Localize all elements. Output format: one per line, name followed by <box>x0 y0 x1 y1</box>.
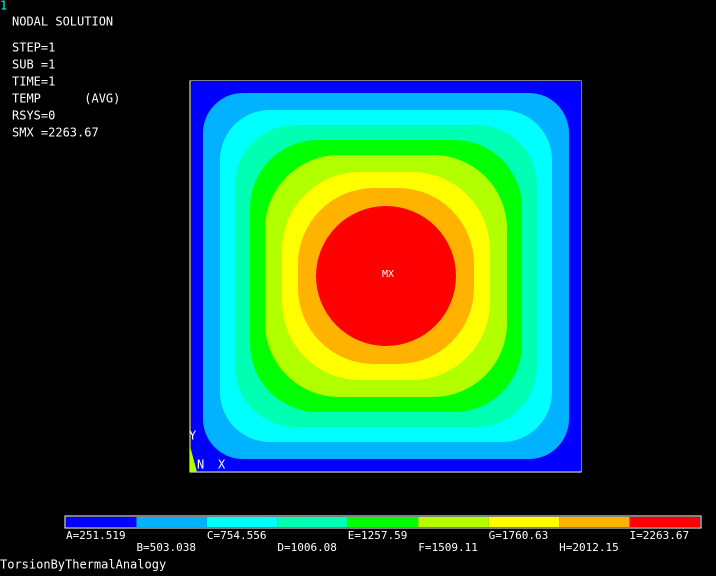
triad-y: Y <box>189 429 197 443</box>
triad-node: N <box>197 458 204 472</box>
legend-swatch <box>66 517 137 527</box>
contour-band <box>316 206 456 346</box>
legend-swatch <box>136 517 207 527</box>
info-line: RSYS=0 <box>12 109 55 123</box>
legend-swatch <box>347 517 419 527</box>
legend-label: F=1509.11 <box>418 541 478 554</box>
legend-label: G=1760.63 <box>489 529 549 542</box>
legend-swatch <box>418 517 489 527</box>
legend-label: H=2012.15 <box>559 541 619 554</box>
triad-x: X <box>218 458 226 472</box>
legend-swatch <box>629 517 700 527</box>
info-line: TIME=1 <box>12 75 55 89</box>
info-title: NODAL SOLUTION <box>12 15 113 29</box>
legend-swatch <box>206 517 278 527</box>
legend-label: I=2263.67 <box>630 529 690 542</box>
legend-swatch <box>559 517 630 527</box>
legend-label: E=1257.59 <box>348 529 408 542</box>
triad-marker <box>190 446 197 472</box>
legend-label: C=754.556 <box>207 529 267 542</box>
info-line: SUB =1 <box>12 58 55 72</box>
legend-label: D=1006.08 <box>277 541 337 554</box>
legend-frame <box>64 515 702 529</box>
max-label: MX <box>382 269 394 280</box>
window-number: 1 <box>0 0 7 13</box>
info-line: SMX =2263.67 <box>12 126 99 140</box>
legend-swatch <box>488 517 560 527</box>
info-line: STEP=1 <box>12 41 55 55</box>
legend-swatch <box>277 517 348 527</box>
info-line: TEMP (AVG) <box>12 92 120 106</box>
legend-label: B=503.038 <box>136 541 196 554</box>
legend-label: A=251.519 <box>66 529 126 542</box>
contour-plot <box>191 81 581 471</box>
footer-title: TorsionByThermalAnalogy <box>0 558 166 572</box>
